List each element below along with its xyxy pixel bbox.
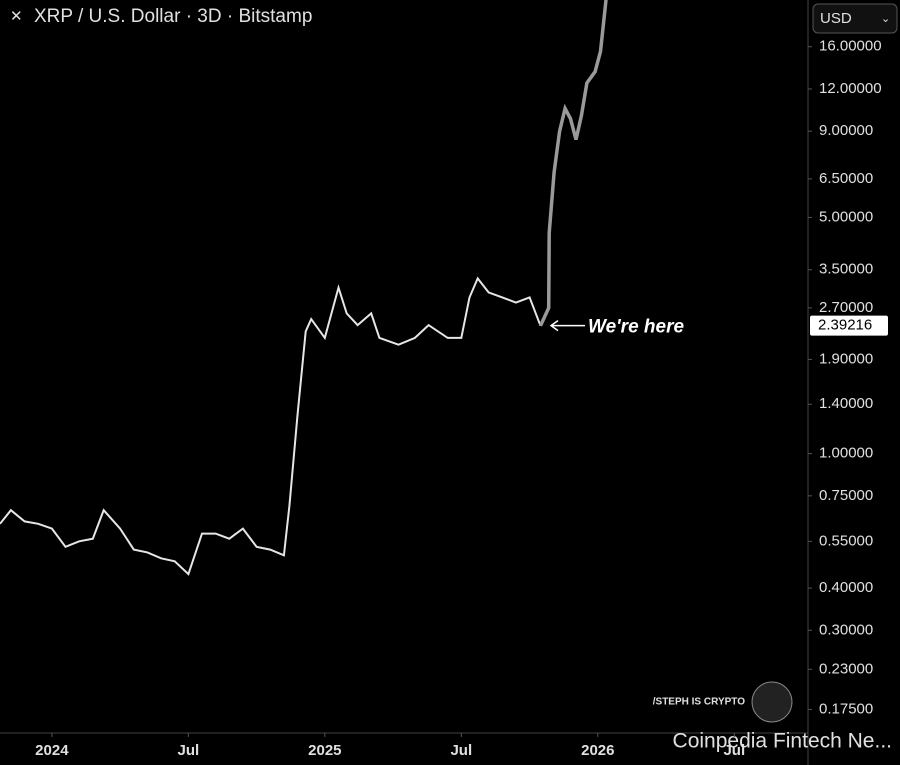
y-tick-label: 1.40000	[819, 395, 873, 412]
price-label: 2.39216	[818, 317, 872, 334]
annotation: We're here	[588, 317, 684, 338]
y-tick-label: 5.00000	[819, 208, 873, 225]
y-tick-label: 1.90000	[819, 350, 873, 367]
source-watermark: Coinpedia Fintech Ne...	[673, 730, 892, 753]
y-tick-label: 1.00000	[819, 445, 873, 462]
y-tick-label: 2.70000	[819, 299, 873, 316]
annotation-arrow	[549, 320, 585, 332]
x-tick-label: Jul	[723, 742, 745, 759]
watermark: /STEPH IS CRYPTO	[653, 697, 745, 708]
x-tick-label: Jul	[450, 742, 472, 759]
y-tick-label: 0.30000	[819, 621, 873, 638]
currency-label: USD	[820, 10, 852, 27]
y-tick-label: 0.55000	[819, 532, 873, 549]
x-tick-label: 2024	[35, 742, 69, 759]
y-tick-label: 0.17500	[819, 700, 873, 717]
x-tick-label: 2025	[308, 742, 341, 759]
y-tick-label: 12.00000	[819, 80, 882, 97]
y-tick-label: 9.00000	[819, 122, 873, 139]
y-tick-label: 6.50000	[819, 170, 873, 187]
y-tick-label: 3.50000	[819, 261, 873, 278]
chart-title: XRP / U.S. Dollar · 3D · Bitstamp	[34, 6, 312, 27]
price-line	[538, 0, 608, 327]
price-line	[0, 276, 542, 576]
x-tick-label: 2026	[581, 742, 614, 759]
avatar	[751, 681, 793, 723]
currency-button[interactable]	[812, 3, 898, 34]
y-tick-label: 16.00000	[819, 38, 882, 55]
close-icon[interactable]: ✕	[10, 8, 23, 25]
y-tick-label: 0.40000	[819, 579, 873, 596]
price-label-box	[810, 315, 888, 336]
dropdown-icon: ⌄	[881, 13, 890, 25]
y-tick-label: 0.75000	[819, 487, 873, 504]
x-tick-label: Jul	[178, 742, 200, 759]
y-tick-label: 0.23000	[819, 660, 873, 677]
